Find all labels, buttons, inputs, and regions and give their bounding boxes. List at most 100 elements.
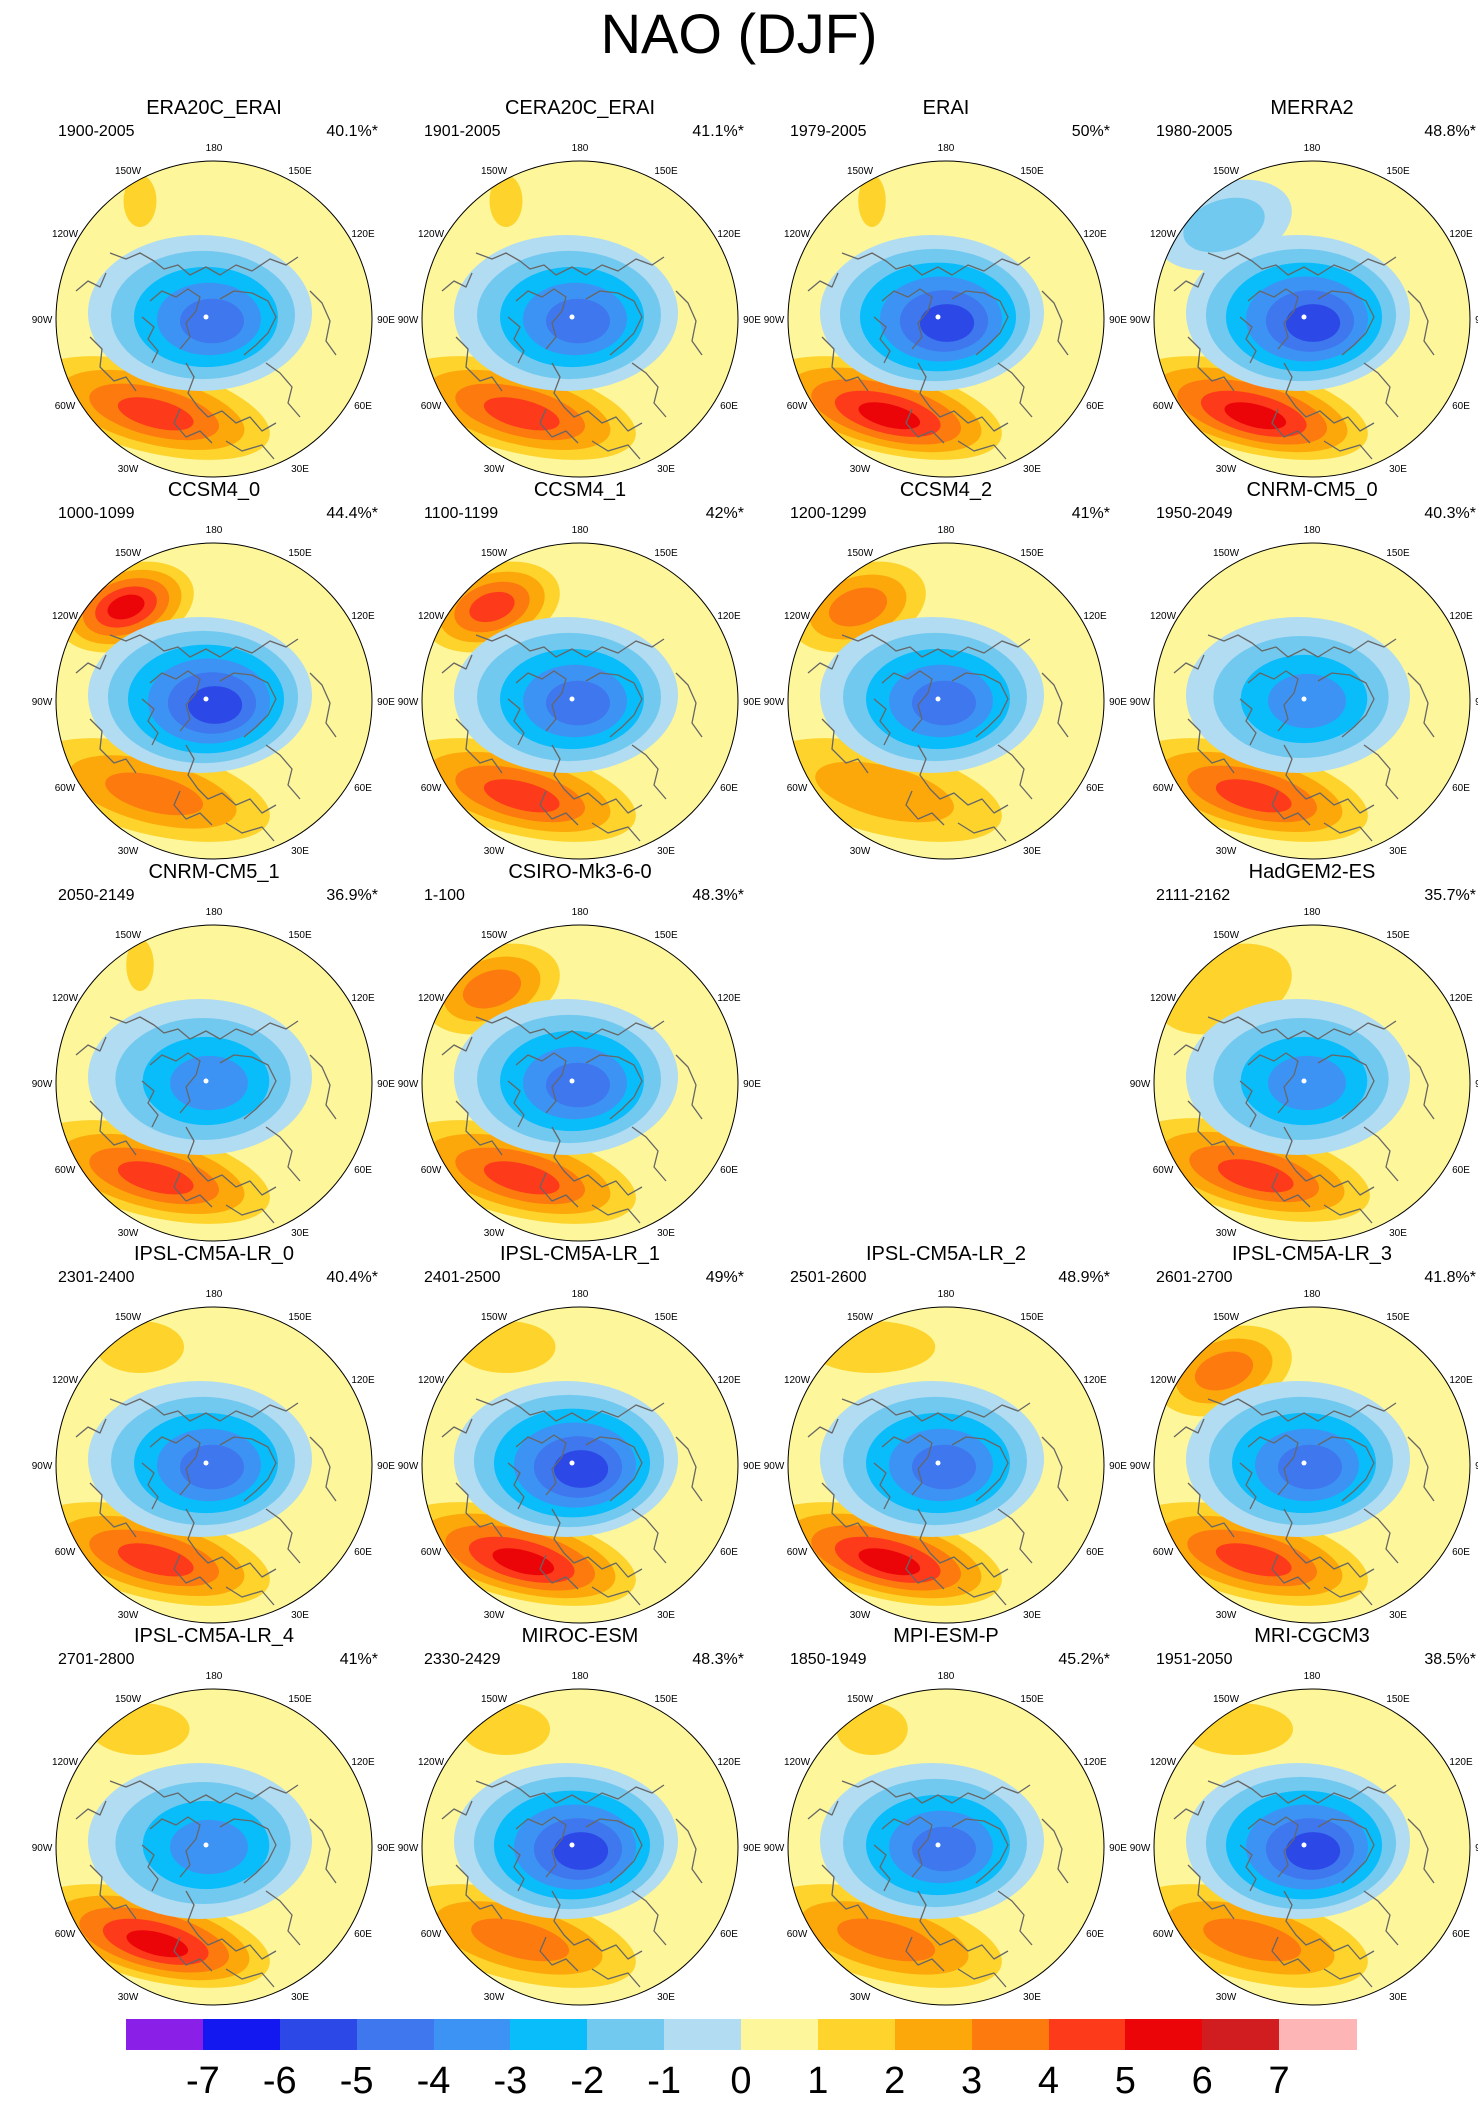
polar-map: 180150E120E90E60E30E030W60W90W120W150W: [32, 1289, 395, 1624]
coastline: [89, 336, 137, 392]
pole-marker: [569, 696, 575, 702]
coastline: [821, 718, 869, 774]
coastline: [1187, 718, 1235, 774]
coastline: [1173, 1036, 1205, 1056]
pole-marker: [203, 1078, 209, 1084]
coastline: [675, 1054, 703, 1120]
map-panel: CSIRO-Mk3-6-0 1-100 48.3%* 180 150E 120E 90E 60…: [396, 860, 764, 1245]
longitude-label: 120W: [52, 229, 79, 240]
longitude-label: 150E: [1386, 166, 1410, 177]
panel-period: 2601-2700: [1156, 1269, 1233, 1286]
coastline: [997, 1508, 1033, 1564]
longitude-label: 90E: [377, 1079, 395, 1090]
longitude-label: 180: [572, 525, 589, 536]
coastline: [1323, 1968, 1373, 1988]
map-panel: MERRA2 1980-2005 48.8%* 180 150E 120E 90E 60E 30…: [1128, 96, 1478, 481]
map-panel: MIROC-ESM 2330-2429 48.3%* 180 150E 120E 90E 60…: [396, 1624, 764, 2009]
pacific-contour-1: [489, 175, 523, 227]
map-field: [1154, 925, 1470, 1241]
longitude-label: 90E: [1475, 1461, 1478, 1472]
coastline: [631, 1126, 667, 1182]
coastline: [905, 1554, 945, 1590]
longitude-label: 30E: [291, 464, 309, 475]
longitude-label: 120W: [418, 1375, 445, 1386]
negative-contour-6: [919, 304, 975, 342]
map-boundary: [1153, 542, 1471, 860]
coastline: [873, 316, 891, 364]
longitude-label: 120W: [418, 993, 445, 1004]
longitude-label: 120E: [717, 1757, 741, 1768]
coastline: [1407, 1436, 1435, 1502]
coastline: [1283, 362, 1375, 432]
longitude-label: 120E: [351, 611, 375, 622]
coastline: [185, 1890, 277, 1960]
longitude-label: 120W: [418, 1757, 445, 1768]
pacific-contour-5: [107, 594, 145, 620]
coastline: [881, 288, 933, 350]
coastline: [225, 440, 275, 460]
map-field: [56, 1307, 372, 1623]
longitude-label: 180: [1304, 1671, 1321, 1682]
coastline: [997, 744, 1033, 800]
coastline: [309, 290, 337, 356]
longitude-label: 120E: [1449, 229, 1473, 240]
coastline: [585, 672, 643, 738]
longitude-label: 30W: [1216, 1228, 1237, 1239]
coastline: [807, 1800, 839, 1820]
panel-title: ERAI: [922, 97, 970, 119]
longitude-label: 60E: [1086, 401, 1104, 412]
negative-contour-4: [170, 1055, 248, 1111]
colorbar-tick-label: 7: [1268, 2060, 1290, 2102]
longitude-label: 60W: [787, 401, 808, 412]
panel-period: 2501-2600: [790, 1269, 867, 1286]
panel-period: 1-100: [424, 887, 465, 904]
positive-contour-5: [858, 402, 921, 430]
longitude-label: 120E: [1083, 1757, 1107, 1768]
coastline: [551, 1890, 643, 1960]
longitude-label: 60W: [1153, 1929, 1174, 1940]
longitude-label: 90W: [398, 697, 419, 708]
negative-contour-4: [1268, 673, 1346, 729]
coastline: [1041, 672, 1069, 738]
coastline: [1323, 1204, 1373, 1224]
longitude-label: 60W: [421, 401, 442, 412]
longitude-label: 90W: [32, 1461, 53, 1472]
polar-map: 180150E120E90E60E30E030W60W90W120W150W: [1130, 1671, 1478, 2006]
coastline: [149, 288, 201, 350]
longitude-label: 60W: [1153, 1547, 1174, 1558]
longitude-label: 60E: [1452, 1165, 1470, 1176]
coastline: [1317, 1054, 1375, 1120]
coastline: [1363, 1126, 1399, 1182]
coastline: [475, 1016, 665, 1040]
pacific-contour-3: [462, 969, 522, 1009]
longitude-label: 30E: [1023, 1992, 1041, 2003]
longitude-label: 150W: [847, 1694, 874, 1705]
longitude-label: 120E: [1449, 1375, 1473, 1386]
pacific-contour-3: [828, 587, 888, 627]
panel-variance: 40.3%*: [1424, 505, 1476, 522]
longitude-label: 180: [572, 1671, 589, 1682]
coastline: [591, 440, 641, 460]
longitude-label: 30W: [484, 1610, 505, 1621]
longitude-label: 90E: [743, 315, 761, 326]
coastline: [1247, 1434, 1299, 1496]
longitude-label: 150E: [1386, 1694, 1410, 1705]
map-panel: IPSL-CM5A-LR_3 2601-2700 41.8%* 180 150E 120E…: [1128, 1242, 1478, 1627]
coastline: [475, 1398, 665, 1422]
coastline: [173, 408, 213, 444]
longitude-label: 120W: [418, 229, 445, 240]
longitude-label: 150E: [288, 930, 312, 941]
polar-map: 180150E120E90E60E30E030W60W90W120W150W: [32, 525, 395, 860]
longitude-label: 150E: [288, 1694, 312, 1705]
coastline: [585, 290, 643, 356]
longitude-label: 90W: [1130, 1843, 1151, 1854]
positive-contour-3: [837, 1918, 936, 1962]
longitude-label: 120E: [717, 993, 741, 1004]
coastline: [951, 290, 1009, 356]
longitude-label: 180: [206, 907, 223, 918]
coastline: [1247, 1816, 1299, 1878]
longitude-label: 60W: [421, 1929, 442, 1940]
panel-title: HadGEM2-ES: [1248, 861, 1376, 883]
colorbar-tick-label: 1: [807, 2060, 829, 2102]
longitude-label: 150W: [847, 548, 874, 559]
